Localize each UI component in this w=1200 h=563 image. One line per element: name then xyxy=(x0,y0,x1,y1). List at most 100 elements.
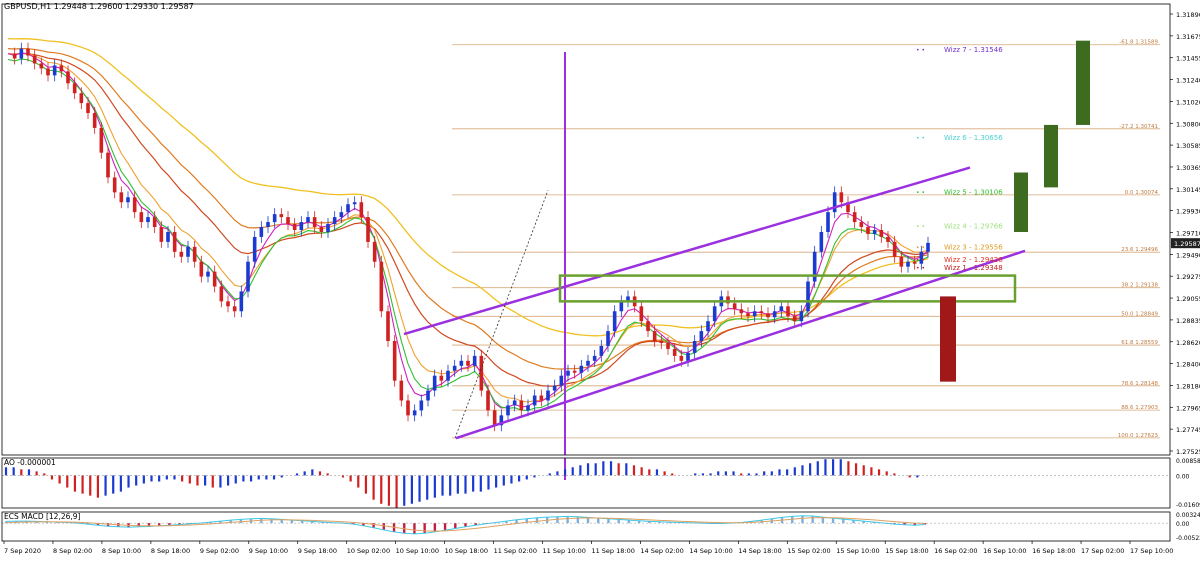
candle-body xyxy=(79,93,84,104)
candle-body xyxy=(366,217,370,242)
candle-body xyxy=(652,331,657,342)
wizz-level-dot: • • xyxy=(916,47,925,54)
x-tick-label: 11 Sep 02:00 xyxy=(494,547,537,555)
candle-body xyxy=(432,375,437,391)
candle-body xyxy=(446,370,450,381)
candle-body xyxy=(439,375,444,381)
ao-pane[interactable] xyxy=(2,458,1170,508)
candle-body xyxy=(379,261,384,312)
channel-lower-line xyxy=(455,249,1026,440)
candle-body xyxy=(912,261,917,264)
y-tick-label: 1.28620 xyxy=(1176,339,1200,347)
candle-body xyxy=(166,231,170,242)
candle-body xyxy=(926,242,930,252)
candle-body xyxy=(12,53,17,59)
macd-signal-line xyxy=(5,517,926,532)
candle-body xyxy=(579,365,584,373)
candle-body xyxy=(172,231,177,252)
fib-level-label: 50.0 1.28849 xyxy=(1121,311,1158,317)
ao-pane-frame xyxy=(1,457,1171,509)
fib-level-label: 23.6 1.29496 xyxy=(1121,247,1158,253)
macd-y-tick: 0.0032425 xyxy=(1176,512,1200,519)
x-tick-label: 8 Sep 02:00 xyxy=(53,547,92,555)
candle-body xyxy=(732,303,737,310)
wizz-level-label: Wizz 1 - 1.29348 xyxy=(944,264,1003,272)
y-tick-label: 1.31890 xyxy=(1176,11,1200,19)
wizz-level-dot: • • xyxy=(916,244,925,251)
candle-body xyxy=(532,395,537,406)
y-tick-label: 1.30585 xyxy=(1176,142,1200,150)
candle-body xyxy=(772,311,777,318)
candle-body xyxy=(226,301,230,307)
current-price-box xyxy=(1171,238,1200,249)
candle-body xyxy=(312,217,317,228)
candle-body xyxy=(806,281,810,312)
candle-body xyxy=(726,296,730,304)
candle-body xyxy=(452,365,457,371)
x-tick-label: 11 Sep 10:00 xyxy=(543,547,586,555)
candle-body xyxy=(319,227,324,232)
candle-body xyxy=(266,222,270,228)
y-tick-label: 1.29490 xyxy=(1176,251,1200,259)
candle-body xyxy=(419,400,424,411)
candle-body xyxy=(259,227,264,237)
wizz-level-label: Wizz 3 - 1.29556 xyxy=(944,243,1003,251)
candle-body xyxy=(639,306,644,322)
candle-body xyxy=(179,251,184,257)
x-tick-label: 11 Sep 18:00 xyxy=(591,547,634,555)
candle-body xyxy=(232,306,237,312)
dotted-trendline xyxy=(454,190,549,439)
candle-body xyxy=(546,390,550,401)
wizz-level-label: Wizz 4 - 1.29766 xyxy=(944,222,1003,230)
x-tick-label: 17 Sep 10:00 xyxy=(1130,547,1173,555)
fib-level-label: 78.6 1.28148 xyxy=(1121,381,1158,387)
candle-body xyxy=(512,400,517,406)
wizz-level-dot: • • xyxy=(916,257,925,264)
x-tick-label: 9 Sep 18:00 xyxy=(298,547,337,555)
fib-level-label: 61.8 1.28559 xyxy=(1121,340,1158,346)
candle-body xyxy=(846,202,850,213)
current-price-label: 1.29587 xyxy=(1174,240,1200,248)
fib-level-label: 38.2 1.29138 xyxy=(1121,283,1158,289)
x-tick-label: 9 Sep 10:00 xyxy=(249,547,288,555)
candle-body xyxy=(32,55,37,64)
axis-layer: 1.31890 1.31675 1.31455 1.31240 1.31020 1.308… xyxy=(1,3,1200,555)
y-tick-label: 1.31455 xyxy=(1176,55,1200,63)
candle-body xyxy=(592,355,597,361)
wizz-level-dot: • • xyxy=(916,190,925,197)
candle-body xyxy=(292,224,297,230)
y-tick-label: 1.27525 xyxy=(1176,448,1200,456)
candle-body xyxy=(332,217,337,225)
candle-body xyxy=(26,48,30,56)
candle-body xyxy=(712,306,717,322)
candle-body xyxy=(19,48,24,59)
candle-body xyxy=(146,217,150,223)
candle-body xyxy=(659,341,664,343)
candle-body xyxy=(72,83,77,94)
x-tick-label: 14 Sep 18:00 xyxy=(738,547,781,555)
candle-body xyxy=(919,251,924,264)
x-tick-label: 16 Sep 10:00 xyxy=(983,547,1026,555)
projection-bar-green xyxy=(1044,124,1058,188)
candle-body xyxy=(246,261,250,292)
projection-bar-green xyxy=(1076,40,1090,125)
macd-pane[interactable] xyxy=(2,515,1170,535)
candle-body xyxy=(812,251,817,282)
y-tick-label: 1.30800 xyxy=(1176,120,1200,128)
x-tick-label: 10 Sep 02:00 xyxy=(347,547,390,555)
candle-body xyxy=(326,224,330,232)
x-tick-label: 14 Sep 02:00 xyxy=(640,547,683,555)
x-tick-label: 9 Sep 02:00 xyxy=(200,547,239,555)
candle-body xyxy=(866,227,870,234)
price-pane[interactable]: -61.8 1.31589 -27.2 1.30741 0.0 1.30074 23.… xyxy=(7,38,1160,455)
candle-body xyxy=(386,311,390,342)
candle-body xyxy=(672,348,677,356)
support-zone-box xyxy=(558,274,1017,303)
candle-body xyxy=(906,261,910,267)
y-tick-label: 1.29055 xyxy=(1176,295,1200,303)
candle-body xyxy=(286,217,290,225)
candle-body xyxy=(339,212,344,218)
candle-body xyxy=(152,217,157,228)
